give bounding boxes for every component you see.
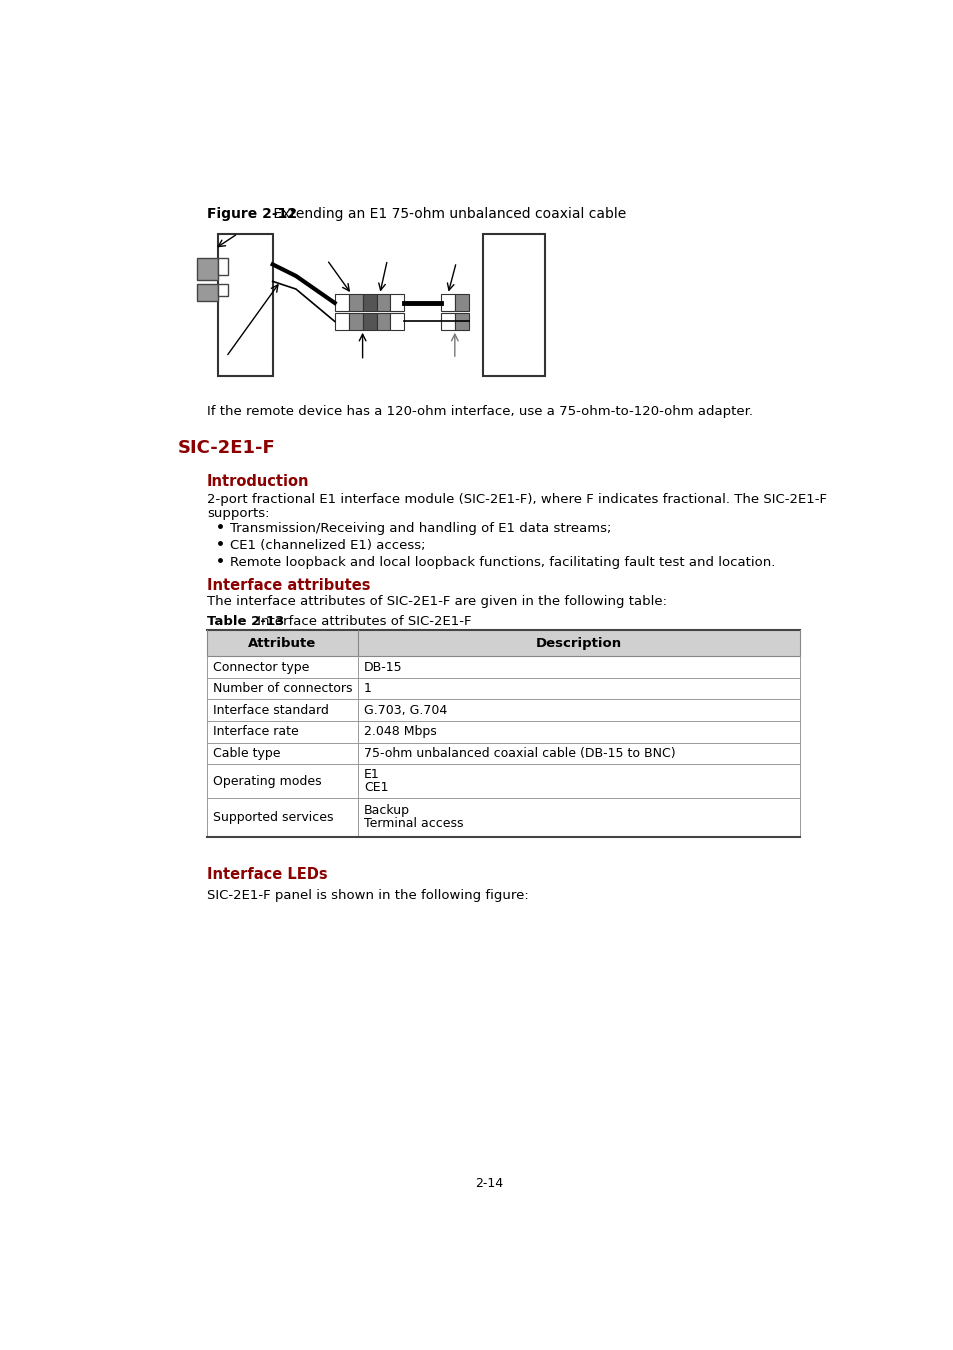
Bar	[218, 284, 228, 296]
Bar	[348, 294, 362, 312]
Bar	[376, 313, 390, 329]
Text: Interface attributes: Interface attributes	[207, 578, 370, 593]
Bar	[218, 234, 273, 377]
Text: SIC-2E1-F: SIC-2E1-F	[177, 439, 274, 458]
Text: 1: 1	[364, 682, 372, 695]
Text: Description: Description	[536, 637, 621, 649]
Text: Interface standard: Interface standard	[213, 703, 329, 717]
Text: supports:: supports:	[207, 508, 269, 520]
Bar	[335, 294, 348, 312]
Bar	[362, 294, 376, 312]
Text: CE1 (channelized E1) access;: CE1 (channelized E1) access;	[230, 539, 425, 552]
Text: Terminal access: Terminal access	[364, 817, 463, 830]
Text: 2-port fractional E1 interface module (SIC-2E1-F), where F indicates fractional.: 2-port fractional E1 interface module (S…	[207, 493, 826, 506]
Text: Figure 2-12: Figure 2-12	[207, 207, 296, 220]
Bar	[196, 258, 218, 279]
Text: Interface LEDs: Interface LEDs	[207, 867, 327, 883]
Text: DB-15: DB-15	[364, 660, 402, 674]
Bar	[335, 313, 348, 329]
Text: Remote loopback and local loopback functions, facilitating fault test and locati: Remote loopback and local loopback funct…	[230, 556, 775, 570]
Text: If the remote device has a 120-ohm interface, use a 75-ohm-to-120-ohm adapter.: If the remote device has a 120-ohm inter…	[207, 405, 752, 417]
Text: Number of connectors: Number of connectors	[213, 682, 353, 695]
Text: Introduction: Introduction	[207, 474, 309, 489]
Bar	[218, 258, 228, 275]
Text: Transmission/Receiving and handling of E1 data streams;: Transmission/Receiving and handling of E…	[230, 522, 611, 536]
Bar	[207, 630, 799, 656]
Bar	[440, 294, 455, 312]
Text: Cable type: Cable type	[213, 747, 280, 760]
Bar	[348, 313, 362, 329]
Bar	[390, 294, 404, 312]
Text: 2.048 Mbps: 2.048 Mbps	[364, 725, 436, 738]
Bar	[455, 313, 468, 329]
Text: Backup: Backup	[364, 805, 410, 817]
Text: 2-14: 2-14	[475, 1177, 502, 1189]
Text: Connector type: Connector type	[213, 660, 309, 674]
Bar	[376, 294, 390, 312]
Text: Supported services: Supported services	[213, 811, 334, 824]
Bar	[440, 313, 455, 329]
Bar	[362, 313, 376, 329]
Text: The interface attributes of SIC-2E1-F are given in the following table:: The interface attributes of SIC-2E1-F ar…	[207, 595, 666, 608]
Text: G.703, G.704: G.703, G.704	[364, 703, 447, 717]
Text: E1: E1	[364, 768, 379, 782]
Text: Operating modes: Operating modes	[213, 775, 321, 787]
Text: Table 2-13: Table 2-13	[207, 614, 284, 628]
Bar	[483, 234, 545, 377]
Text: Extending an E1 75-ohm unbalanced coaxial cable: Extending an E1 75-ohm unbalanced coaxia…	[269, 207, 625, 220]
Text: 75-ohm unbalanced coaxial cable (DB-15 to BNC): 75-ohm unbalanced coaxial cable (DB-15 t…	[364, 747, 675, 760]
Text: CE1: CE1	[364, 782, 388, 794]
Bar	[390, 313, 404, 329]
Text: Attribute: Attribute	[248, 637, 316, 649]
Bar	[196, 284, 218, 301]
Text: SIC-2E1-F panel is shown in the following figure:: SIC-2E1-F panel is shown in the followin…	[207, 888, 528, 902]
Text: Interface attributes of SIC-2E1-F: Interface attributes of SIC-2E1-F	[253, 614, 472, 628]
Text: Interface rate: Interface rate	[213, 725, 298, 738]
Bar	[455, 294, 468, 312]
